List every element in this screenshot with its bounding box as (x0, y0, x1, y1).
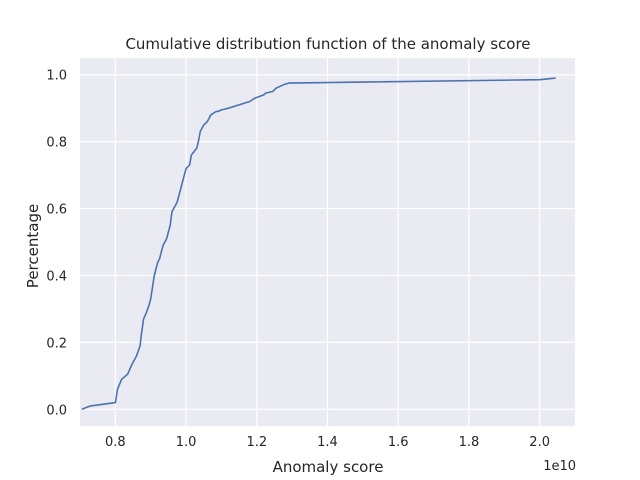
x-tick-label: 1.8 (459, 435, 480, 450)
x-axis-ticks: 0.8 1.0 1.2 1.4 1.6 1.8 2.0 (105, 435, 550, 450)
y-tick-label: 0.0 (46, 403, 67, 418)
cdf-line (81, 77, 556, 411)
y-tick-label: 1.0 (46, 69, 67, 84)
y-tick-label: 0.8 (46, 136, 67, 151)
x-tick-label: 1.4 (317, 435, 338, 450)
y-tick-label: 0.4 (46, 269, 67, 284)
y-tick-label: 0.6 (46, 203, 67, 218)
y-axis-label: Percentage (24, 204, 42, 288)
series-layer (81, 77, 556, 411)
x-tick-label: 1.2 (246, 435, 267, 450)
x-tick-label: 0.8 (105, 435, 126, 450)
x-axis-label: Anomaly score (273, 458, 384, 476)
grid (80, 58, 575, 426)
chart-title: Cumulative distribution function of the … (125, 35, 530, 53)
x-tick-label: 2.0 (529, 435, 550, 450)
x-tick-label: 1.6 (388, 435, 409, 450)
y-tick-label: 0.2 (46, 336, 67, 351)
y-axis-ticks: 0.0 0.2 0.4 0.6 0.8 1.0 (46, 69, 67, 419)
x-tick-label: 1.0 (176, 435, 197, 450)
x-axis-offset-label: 1e10 (543, 459, 576, 474)
